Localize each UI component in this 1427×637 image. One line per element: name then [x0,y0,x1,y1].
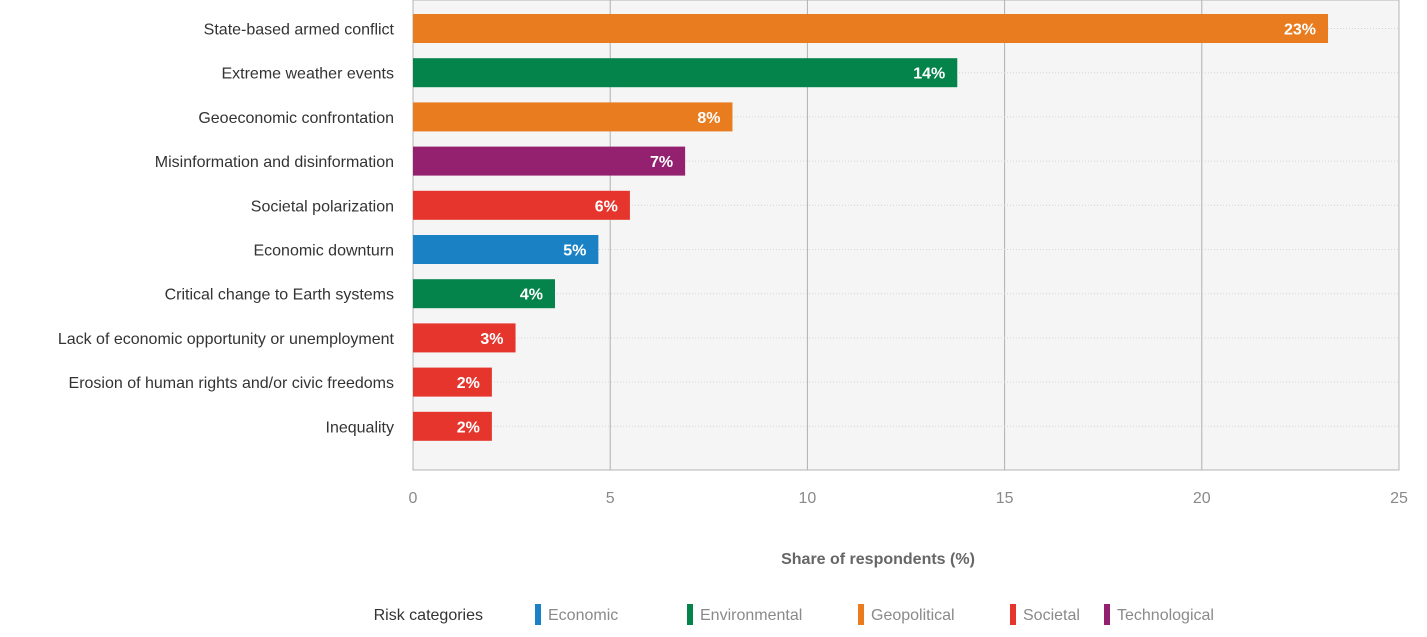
legend: Risk categories Economic Environmental Geop… [374,604,1214,625]
bar [413,323,516,353]
category-label: Societal polarization [251,198,394,215]
legend-item-label: Environmental [700,607,802,624]
bar [413,14,1329,43]
bar [413,102,733,132]
x-tick-label: 25 [1390,490,1408,507]
legend-swatch [687,604,693,625]
data-label: 2% [457,375,480,392]
bar [413,58,958,88]
data-label: 3% [480,331,503,348]
x-tick-label: 0 [409,490,418,507]
bar [413,411,492,441]
category-label: Extreme weather events [221,66,394,83]
legend-item-label: Geopolitical [871,607,955,624]
legend-item-label: Societal [1023,607,1080,624]
data-label: 23% [1284,22,1316,39]
category-label: State-based armed conflict [204,22,395,39]
category-label: Critical change to Earth systems [165,287,394,304]
bar [413,146,686,176]
x-axis-ticks: 0 5 10 15 20 25 [409,490,1408,507]
legend-item-label: Technological [1117,607,1214,624]
data-label: 4% [520,287,543,304]
x-tick-label: 10 [799,490,817,507]
bar [413,279,555,309]
data-label: 7% [650,154,673,171]
legend-swatch [535,604,541,625]
category-label: Misinformation and disinformation [155,154,394,171]
bar [413,190,630,220]
legend-swatch [1010,604,1016,625]
legend-swatch [858,604,864,625]
bar [413,367,492,397]
x-axis-label: Share of respondents (%) [781,551,975,568]
data-label: 2% [457,419,480,436]
x-tick-label: 20 [1193,490,1211,507]
x-tick-label: 5 [606,490,615,507]
data-label: 5% [563,243,586,260]
x-tick-label: 15 [996,490,1014,507]
legend-item-label: Economic [548,607,618,624]
bars: State-based armed conflict 23% Extreme wea… [58,14,1329,441]
category-label: Erosion of human rights and/or civic fre… [69,375,394,392]
legend-title: Risk categories [374,607,483,624]
data-label: 8% [697,110,720,127]
data-label: 6% [595,198,618,215]
bar [413,235,599,264]
category-label: Inequality [326,419,395,436]
legend-swatch [1104,604,1110,625]
category-label: Economic downturn [253,243,394,260]
category-label: Geoeconomic confrontation [198,110,394,127]
data-label: 14% [913,66,945,83]
category-label: Lack of economic opportunity or unemploy… [58,331,395,348]
